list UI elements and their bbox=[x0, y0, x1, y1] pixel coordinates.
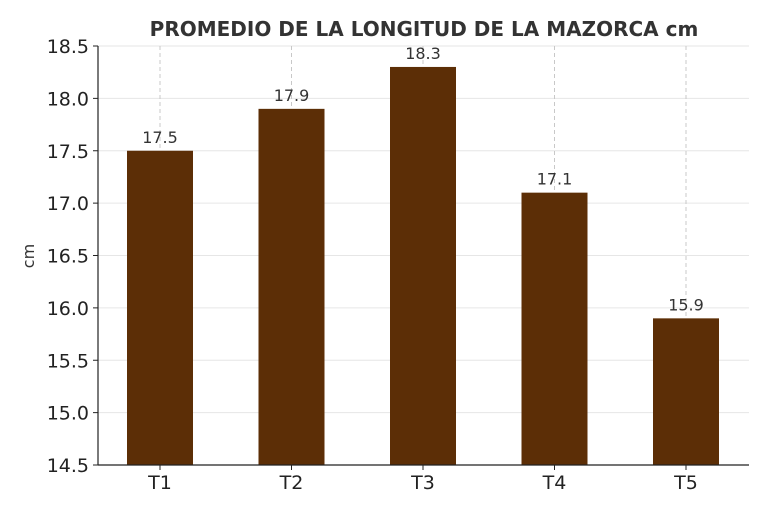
y-tick-label: 17.0 bbox=[47, 193, 89, 215]
x-tick-label-t4: T4 bbox=[542, 472, 567, 494]
y-tick-label: 16.5 bbox=[47, 246, 89, 268]
y-axis-label: cm bbox=[19, 244, 38, 268]
x-tick-label-t1: T1 bbox=[147, 472, 172, 494]
x-tick-label-t3: T3 bbox=[410, 472, 435, 494]
chart-title: PROMEDIO DE LA LONGITUD DE LA MAZORCA cm bbox=[150, 17, 699, 41]
bar-t4 bbox=[521, 192, 588, 465]
value-label-t1: 17.5 bbox=[142, 128, 178, 147]
value-label-t5: 15.9 bbox=[668, 295, 704, 314]
x-tick-label-t5: T5 bbox=[673, 472, 698, 494]
value-label-t3: 18.3 bbox=[405, 44, 441, 63]
y-tick-label: 17.5 bbox=[47, 141, 89, 163]
y-tick-label: 16.0 bbox=[47, 298, 89, 320]
x-tick-label-t2: T2 bbox=[279, 472, 304, 494]
y-tick-label: 14.5 bbox=[47, 455, 89, 477]
y-tick-label: 18.5 bbox=[47, 36, 89, 58]
labels-layer: 17.5 T1 17.9 T2 18.3 T3 17.1 T4 15.9 T5 14.5 15.0 15… bbox=[47, 36, 704, 494]
y-tick-label: 15.0 bbox=[47, 403, 89, 425]
bar-t2 bbox=[258, 108, 325, 465]
axes-layer bbox=[93, 45, 749, 470]
value-label-t2: 17.9 bbox=[274, 86, 310, 105]
y-tick-label: 15.5 bbox=[47, 350, 89, 372]
value-label-t4: 17.1 bbox=[537, 170, 573, 189]
bar-t5 bbox=[653, 318, 719, 465]
bar-t3 bbox=[390, 66, 456, 465]
bar-t1 bbox=[127, 150, 193, 465]
bars-layer bbox=[127, 66, 719, 465]
y-tick-label: 18.0 bbox=[47, 88, 89, 110]
